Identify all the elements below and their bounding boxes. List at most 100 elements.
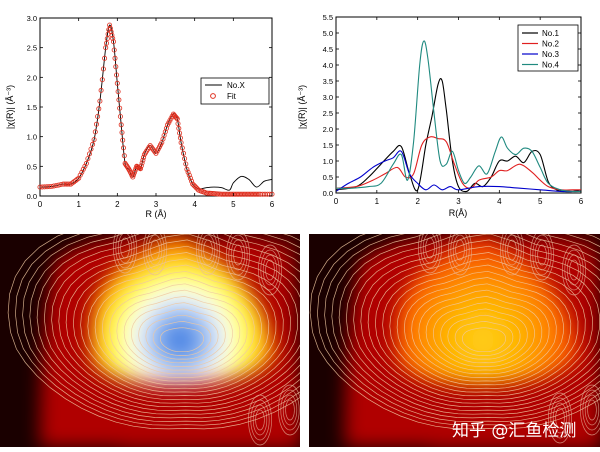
- contour-island: [115, 234, 135, 269]
- y-tick-label: 1.5: [27, 103, 37, 112]
- contour-line: [72, 252, 291, 397]
- legend-fit: No.X Fit: [200, 77, 270, 105]
- x-tick-label: 6: [579, 197, 584, 206]
- contour-line: [403, 277, 564, 382]
- contour-island: [260, 249, 280, 291]
- contour-island: [422, 234, 438, 264]
- contour-island: [262, 254, 278, 286]
- contour-line: [396, 270, 572, 386]
- contour-line: [389, 264, 579, 389]
- y-tick-label: 2.0: [27, 73, 37, 82]
- contour-island: [532, 234, 552, 276]
- legend-label: No.4: [542, 61, 559, 70]
- contour-line: [345, 234, 600, 411]
- fit-point: [121, 145, 127, 151]
- contour-line: [309, 234, 600, 430]
- fit-point: [90, 141, 96, 147]
- fit-point: [49, 183, 55, 189]
- contour-line: [101, 277, 262, 382]
- fit-point: [39, 184, 45, 190]
- heatmap-left-panel: [0, 234, 300, 447]
- contour-island: [537, 244, 547, 266]
- fit-point: [243, 191, 249, 197]
- contour-line: [432, 302, 535, 367]
- y-tick-label: 0.5: [27, 162, 37, 171]
- contour-island: [502, 234, 522, 271]
- y-tick-label: 1.5: [323, 141, 333, 150]
- y-tick-label: 1.0: [27, 133, 37, 142]
- contour-island: [550, 397, 570, 439]
- fit-point: [104, 36, 110, 42]
- fit-point: [173, 115, 179, 121]
- contour-island: [282, 394, 298, 426]
- fit-point: [242, 191, 248, 197]
- contour-line: [454, 321, 514, 356]
- fit-point: [236, 191, 242, 197]
- contour-island: [228, 234, 248, 276]
- fit-point: [174, 116, 180, 122]
- fit-point: [94, 121, 100, 127]
- contour-line: [360, 239, 600, 404]
- contour-line: [440, 308, 528, 364]
- contour-line: [36, 234, 300, 415]
- legend-label: No.1: [542, 29, 559, 38]
- contour-island: [280, 389, 300, 431]
- contour-island: [278, 384, 300, 436]
- contour-island: [265, 259, 275, 281]
- y-tick-label: 0.5: [323, 173, 333, 182]
- fit-point: [250, 191, 256, 197]
- contour-island: [420, 234, 440, 269]
- y-tick-label: 5.0: [323, 29, 333, 38]
- x-tick-label: 4: [497, 197, 502, 206]
- fit-point: [222, 191, 228, 197]
- x-tick-label: 1: [76, 200, 81, 209]
- y-tick-label: 3.0: [27, 14, 37, 23]
- contour-line: [51, 234, 300, 408]
- series-line-no3: [335, 150, 582, 193]
- fit-point: [115, 89, 121, 95]
- fit-point: [205, 190, 211, 196]
- contour-island: [552, 402, 568, 434]
- heatmap-core: [394, 237, 580, 384]
- contour-line: [138, 308, 226, 364]
- fit-point: [99, 77, 105, 83]
- contour-island: [564, 249, 584, 291]
- fit-point: [260, 191, 266, 197]
- contour-line: [159, 327, 204, 353]
- contour-island: [584, 394, 600, 426]
- fit-point: [184, 166, 190, 172]
- y-tick-label: 3.5: [323, 77, 333, 86]
- contour-line: [22, 234, 300, 422]
- contour-island: [230, 239, 246, 271]
- contour-line: [65, 245, 299, 400]
- fit-point: [264, 191, 270, 197]
- fit-point: [223, 191, 229, 197]
- fit-point: [137, 166, 143, 172]
- contour-island: [196, 234, 220, 276]
- fit-point: [247, 191, 253, 197]
- series-line-no2: [335, 136, 581, 191]
- contour-line: [58, 239, 300, 404]
- contour-island: [555, 407, 565, 429]
- fit-point: [179, 145, 185, 151]
- fit-point: [114, 72, 120, 78]
- y-tick-label: 2.5: [27, 44, 37, 53]
- legend-comparison: No.1 No.2No.3 No.4: [517, 24, 579, 72]
- y-tick-label: 2.5: [323, 109, 333, 118]
- contour-island: [580, 384, 600, 436]
- contour-island: [200, 234, 216, 266]
- fit-point: [234, 191, 240, 197]
- fit-point: [56, 182, 62, 188]
- fit-point: [178, 140, 184, 146]
- fit-point: [220, 191, 226, 197]
- y-tick-label: 0.0: [323, 189, 333, 198]
- fit-point: [118, 122, 124, 128]
- contour-island: [569, 259, 579, 281]
- fit-point: [219, 191, 225, 197]
- contour-island: [450, 234, 470, 271]
- fit-point: [91, 137, 97, 143]
- contour-island: [113, 234, 137, 274]
- x-tick-label: 3: [154, 200, 159, 209]
- contour-island: [226, 234, 250, 281]
- fit-point: [60, 181, 66, 187]
